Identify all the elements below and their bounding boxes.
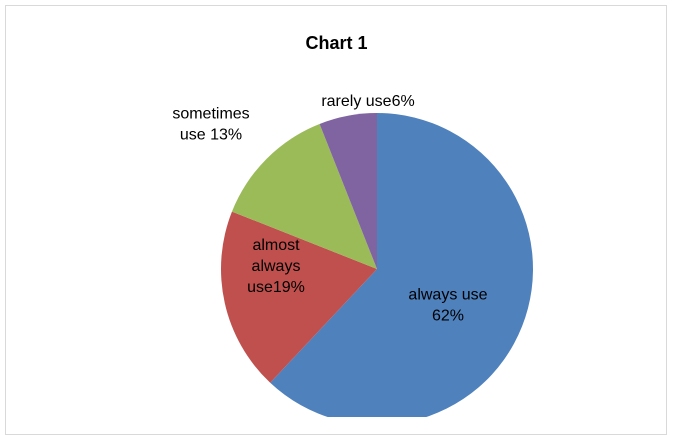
chart-title: Chart 1 [305,33,368,53]
slice-label-0-line-0: always use [408,287,487,304]
slice-label-1-line-2: use19% [247,279,305,296]
slice-label-1-line-1: always [252,258,301,275]
pie-chart: always use 62% almost always use19% sometimes… [172,93,533,417]
slice-label-3-line-0: rarely use6% [321,93,414,110]
slice-label-1-line-0: almost [252,237,300,254]
pie-slice-1 [221,211,377,383]
slice-label-2-line-1: use 13% [180,127,242,144]
pie-slice-0 [270,113,533,417]
slice-label-0-line-1: 62% [432,308,464,325]
pie-slice-3 [319,113,377,269]
slice-label-2-line-0: sometimes [172,106,249,123]
pie-slice-2 [231,123,377,269]
